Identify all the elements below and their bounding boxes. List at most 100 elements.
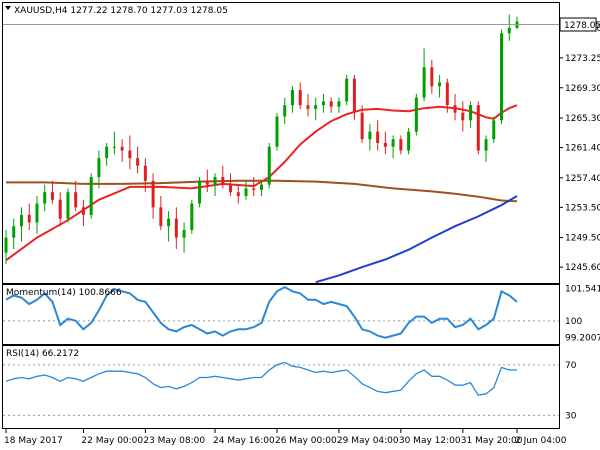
candlestick	[244, 180, 248, 200]
momentum-series	[5, 285, 518, 339]
candlestick	[236, 184, 240, 204]
candlestick	[290, 86, 294, 113]
candle-body	[345, 78, 349, 102]
candlestick	[159, 195, 163, 231]
rsi-tick-label: 30	[565, 411, 577, 421]
candlesticks	[4, 14, 519, 265]
candle-body	[136, 158, 140, 166]
time-axis: 18 May 2017 22 May 00:00 23 May 08:00 24 Ma…	[4, 429, 567, 446]
candle-body	[283, 105, 287, 117]
momentum-axis: 101.541 100 99.2007	[565, 284, 600, 343]
current-price-label: 1278.05	[564, 21, 600, 31]
candlestick	[314, 97, 318, 121]
candle-body	[236, 192, 240, 196]
candle-body	[50, 192, 54, 200]
candlestick	[500, 29, 504, 125]
candle-body	[453, 105, 457, 113]
candlestick	[120, 139, 124, 162]
candle-body	[159, 207, 163, 227]
candlestick	[81, 199, 85, 227]
candle-body	[476, 105, 480, 151]
rsi-tick-label: 70	[565, 361, 577, 371]
candle-body	[368, 131, 372, 140]
candlestick	[198, 177, 202, 208]
candlestick	[205, 169, 209, 193]
candlestick	[190, 199, 194, 234]
candlestick	[43, 184, 47, 212]
candle-body	[492, 120, 496, 140]
candle-body	[143, 165, 147, 181]
candle-body	[66, 192, 70, 219]
time-tick-label: 23 May 08:00	[143, 436, 205, 446]
candle-body	[445, 82, 449, 106]
candle-body	[290, 90, 294, 106]
candlestick	[298, 82, 302, 109]
candle-body	[337, 101, 341, 107]
candle-body	[321, 101, 325, 106]
candlestick	[360, 105, 364, 143]
candle-body	[507, 27, 511, 34]
candle-body	[329, 101, 333, 107]
candlestick	[35, 195, 39, 234]
rsi-series	[5, 361, 517, 396]
candle-body	[275, 116, 279, 147]
price-tick-label: 1261.40	[565, 144, 600, 154]
momentum-title: Momentum(14) 100.8666	[6, 288, 122, 298]
rsi-title: RSI(14) 66.2172	[6, 349, 79, 359]
candlestick	[151, 173, 155, 219]
candle-body	[35, 203, 39, 223]
candle-body	[306, 105, 310, 109]
chart-dropdown-icon[interactable]	[5, 6, 11, 10]
candlestick	[167, 211, 171, 242]
price-tick-label: 1245.60	[565, 263, 600, 273]
candle-body	[190, 203, 194, 231]
candlestick	[430, 59, 434, 94]
candle-body	[4, 237, 8, 253]
candlestick	[213, 173, 217, 196]
price-tick-label: 1269.30	[565, 84, 600, 94]
candle-body	[244, 188, 248, 196]
price-tick-label: 1253.50	[565, 203, 600, 213]
candlestick	[469, 101, 473, 128]
time-tick-label: 30 May 12:00	[399, 436, 461, 446]
time-tick-label: 22 May 00:00	[81, 436, 143, 446]
price-axis: 1277.201273.251269.301265.301261.401257.…	[559, 24, 600, 273]
candle-body	[314, 105, 318, 109]
candlestick	[74, 180, 78, 212]
candle-body	[167, 218, 171, 227]
candlestick	[143, 158, 147, 193]
candle-body	[97, 158, 101, 178]
candlestick	[383, 131, 387, 155]
price-chart-title: XAUUSD,H4 1277.22 1278.70 1277.03 1278.0…	[14, 6, 228, 16]
candle-body	[484, 139, 488, 151]
candlestick	[19, 207, 23, 242]
candlestick	[453, 93, 457, 121]
candle-body	[469, 105, 473, 121]
time-tick-label: 24 May 16:00	[213, 436, 275, 446]
candle-body	[151, 180, 155, 208]
candle-body	[19, 214, 23, 227]
candle-body	[422, 67, 426, 98]
candle-body	[43, 192, 47, 204]
candlestick	[112, 131, 116, 155]
candlestick	[105, 143, 109, 166]
candle-body	[89, 177, 93, 215]
candlestick	[461, 101, 465, 132]
candle-body	[213, 177, 217, 185]
moving-average-mid	[6, 179, 518, 203]
candle-body	[461, 112, 465, 121]
momentum-line	[5, 285, 518, 339]
candle-body	[414, 97, 418, 132]
candlestick	[97, 150, 101, 189]
rsi-axis: 70 30	[565, 361, 577, 421]
candle-body	[352, 78, 356, 113]
candle-body	[12, 226, 16, 238]
candle-body	[74, 192, 78, 208]
candlestick	[422, 48, 426, 102]
candle-body	[182, 230, 186, 238]
candle-body	[383, 143, 387, 147]
candlestick	[12, 218, 16, 249]
candle-body	[120, 146, 124, 151]
candlestick	[399, 135, 403, 155]
